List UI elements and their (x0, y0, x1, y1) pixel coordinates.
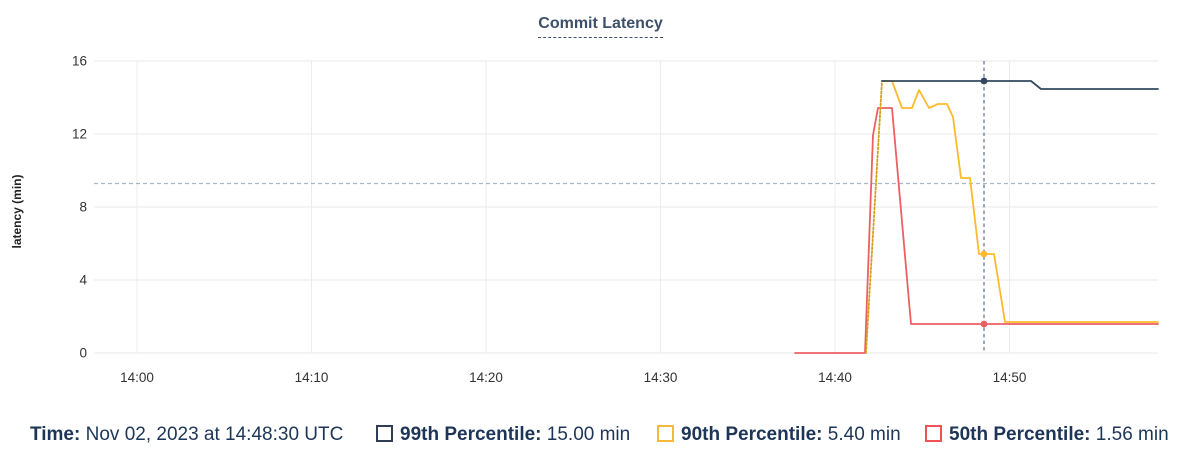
svg-text:16: 16 (72, 54, 87, 69)
svg-text:14:20: 14:20 (469, 370, 503, 385)
svg-text:8: 8 (79, 200, 87, 215)
svg-text:14:00: 14:00 (120, 370, 154, 385)
svg-text:14:50: 14:50 (993, 370, 1027, 385)
svg-text:14:30: 14:30 (644, 370, 678, 385)
svg-text:4: 4 (79, 273, 87, 288)
svg-text:0: 0 (79, 346, 87, 361)
svg-text:12: 12 (72, 127, 87, 142)
svg-text:14:40: 14:40 (818, 370, 852, 385)
svg-text:14:10: 14:10 (295, 370, 329, 385)
